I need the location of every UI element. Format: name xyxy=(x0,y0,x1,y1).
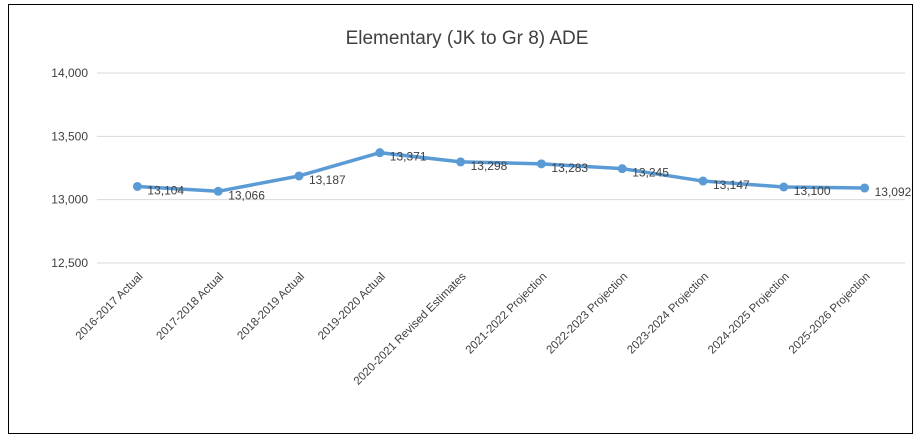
data-label: 13,283 xyxy=(551,161,588,175)
line-chart: Elementary (JK to Gr 8) ADE 12,500 13,000… xyxy=(51,28,911,388)
y-tick-label: 13,000 xyxy=(51,193,88,207)
data-point xyxy=(132,181,142,191)
data-point xyxy=(294,171,304,181)
x-axis-ticks: 2016-2017 Actual 2017-2018 Actual 2018-201… xyxy=(74,270,873,387)
chart-title: Elementary (JK to Gr 8) ADE xyxy=(346,28,589,49)
x-tick-label: 2017-2018 Actual xyxy=(155,271,227,343)
data-labels: 13,104 13,066 13,187 13,371 13,298 13,283 13,2… xyxy=(147,150,911,203)
data-label: 13,245 xyxy=(632,166,669,180)
data-point xyxy=(456,157,466,167)
data-label: 13,298 xyxy=(471,159,508,173)
x-tick-label: 2025-2026 Projection xyxy=(787,271,873,357)
x-tick-label: 2023-2024 Projection xyxy=(625,271,711,357)
series-line xyxy=(135,150,867,194)
x-tick-label: 2022-2023 Projection xyxy=(545,271,631,357)
data-label: 13,147 xyxy=(713,178,750,192)
x-tick-label: 2018-2019 Actual xyxy=(235,271,307,343)
y-tick-label: 13,500 xyxy=(51,129,88,143)
gridlines xyxy=(97,72,905,264)
data-label: 13,187 xyxy=(309,173,346,187)
data-label: 13,104 xyxy=(147,183,184,197)
data-point xyxy=(375,148,385,158)
data-point xyxy=(779,182,789,192)
data-point xyxy=(617,164,627,174)
y-tick-label: 12,500 xyxy=(51,256,88,270)
data-label: 13,100 xyxy=(794,184,831,198)
x-tick-label: 2016-2017 Actual xyxy=(74,271,146,343)
data-label: 13,371 xyxy=(390,150,427,164)
data-label: 13,066 xyxy=(228,188,265,202)
x-tick-label: 2024-2025 Projection xyxy=(706,271,792,357)
x-tick-label: 2019-2020 Actual xyxy=(316,271,388,343)
y-axis-ticks: 12,500 13,000 13,500 14,000 xyxy=(51,66,88,270)
series-line-path xyxy=(135,150,867,194)
data-point xyxy=(213,186,223,196)
chart-frame: Elementary (JK to Gr 8) ADE 12,500 13,000… xyxy=(8,4,913,434)
y-tick-label: 14,000 xyxy=(51,66,88,80)
x-tick-label: 2021-2022 Projection xyxy=(464,271,550,357)
data-points xyxy=(132,148,870,196)
data-point xyxy=(860,183,870,193)
data-point xyxy=(698,176,708,186)
data-label: 13,092 xyxy=(875,185,912,199)
data-point xyxy=(536,159,546,169)
